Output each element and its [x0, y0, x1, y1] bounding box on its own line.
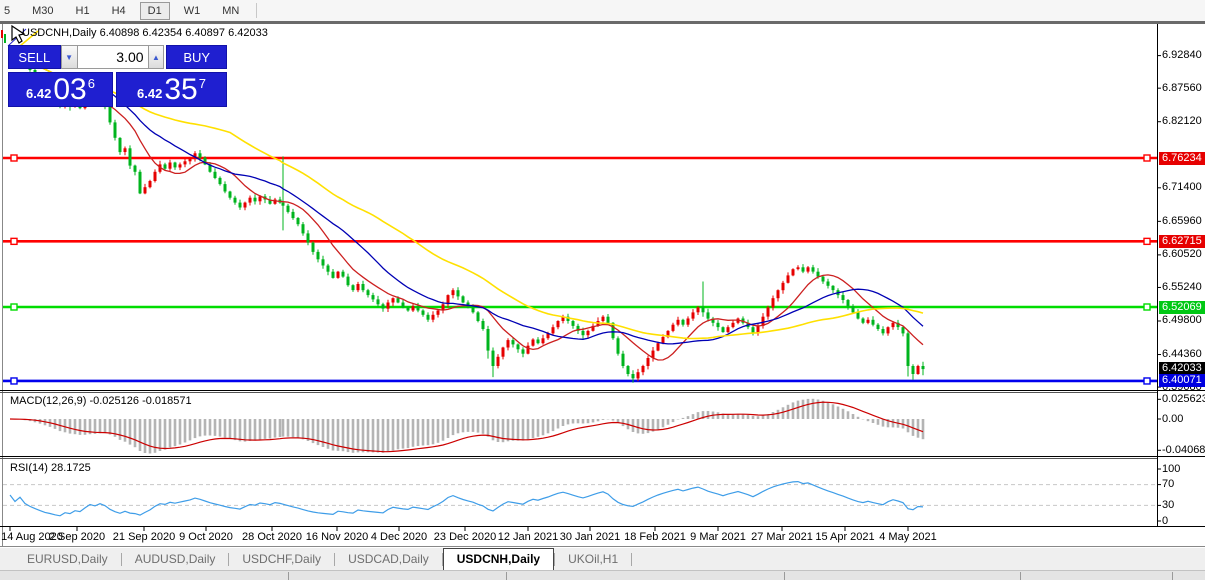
chart-tab-usdchf[interactable]: USDCHF,Daily: [242, 552, 322, 566]
buy-price-big: 35: [164, 73, 198, 106]
volume-decrease-button[interactable]: ▼: [60, 45, 78, 69]
date-axis-label: 12 Jan 2021: [497, 531, 559, 543]
axis-label: 6.71400: [1162, 181, 1202, 194]
timeframe-button-m30[interactable]: M30: [32, 4, 54, 17]
one-click-trading-panel: SELL ▼ ▲ BUY 6.42 03 6 6.42 35 7: [8, 45, 227, 107]
buy-price-prefix: 6.42: [137, 86, 163, 101]
axis-label: -0.04068: [1162, 443, 1205, 456]
date-axis-label: 21 Sep 2020: [112, 531, 176, 543]
chart-tab-bar: EURUSD,Daily AUDUSD,Daily USDCHF,Daily USDC…: [0, 548, 1205, 570]
moving-average-20: [9, 57, 924, 345]
macd-signal-line: [9, 401, 924, 453]
macd-label: MACD(12,26,9) -0.025126 -0.018571: [10, 395, 192, 407]
timeframe-button-w1[interactable]: W1: [183, 4, 201, 17]
timeframe-button-mn[interactable]: MN: [222, 4, 240, 17]
axis-label: 6.87560: [1162, 81, 1202, 94]
candlestick-series: [8, 55, 925, 383]
strip-tick: [784, 572, 785, 580]
chart-tab-audusd[interactable]: AUDUSD,Daily: [134, 552, 216, 566]
buy-price-button[interactable]: 6.42 35 7: [116, 72, 227, 107]
tab-separator: [228, 552, 230, 566]
date-axis-label: 16 Nov 2020: [305, 531, 369, 543]
panel-borders: [0, 24, 1205, 547]
timeframe-button-h1[interactable]: H1: [75, 4, 90, 17]
horizontal-line-objects[interactable]: [3, 154, 1157, 385]
axis-label: 6.60520: [1162, 248, 1202, 261]
date-axis-label: 30 Jan 2021: [559, 531, 621, 543]
moving-average-45: [9, 56, 924, 340]
axis-label: 0: [1162, 514, 1169, 527]
date-axis-label: 27 Mar 2021: [751, 531, 813, 543]
buy-button[interactable]: BUY: [166, 45, 227, 69]
timeframe-toolbar: 5 M30 H1 H4 D1 W1 MN: [0, 0, 1205, 21]
sell-price-prefix: 6.42: [26, 86, 52, 101]
tab-separator: [554, 552, 556, 566]
tab-separator: [120, 552, 122, 566]
volume-input[interactable]: [77, 45, 148, 69]
toolbar-separator: [256, 3, 258, 18]
chart-tab-ukoil[interactable]: UKOil,H1: [568, 552, 619, 566]
timeframe-button-h4[interactable]: H4: [111, 4, 126, 17]
date-axis-label: 9 Oct 2020: [179, 531, 233, 543]
axis-label: 0.025623: [1162, 392, 1205, 405]
chart-tab-usdcnh[interactable]: USDCNH,Daily: [442, 548, 555, 570]
strip-tick: [1172, 572, 1173, 580]
price-tag: 6.52069: [1159, 300, 1205, 314]
tab-separator: [334, 552, 336, 566]
axis-label: 70: [1162, 478, 1175, 491]
moving-average-10: [9, 57, 924, 361]
axis-label: 6.92840: [1162, 49, 1202, 62]
price-tag: 6.76234: [1159, 151, 1205, 165]
date-axis-label: 4 Dec 2020: [370, 531, 428, 543]
tab-separator: [441, 552, 443, 566]
date-axis-label: 15 Apr 2021: [815, 531, 875, 543]
chart-title: USDCNH,Daily 6.40898 6.42354 6.40897 6.4…: [22, 27, 268, 39]
sell-price-button[interactable]: 6.42 03 6: [8, 72, 113, 107]
axis-label: 6.55240: [1162, 280, 1202, 293]
rsi-levels: [3, 484, 1157, 506]
tab-separator: [631, 552, 633, 566]
sell-price-pip: 6: [87, 76, 95, 91]
axis-label: 0.00: [1162, 412, 1184, 425]
status-strip: [0, 570, 1205, 580]
strip-tick: [506, 572, 507, 580]
timeframe-button-d1[interactable]: D1: [139, 1, 170, 20]
axis-label: 100: [1162, 462, 1181, 475]
axis-ticks: [9, 55, 1161, 531]
timeframe-button-5[interactable]: 5: [4, 4, 11, 17]
cursor-arrow-icon: [1, 24, 39, 47]
chart-tab-eurusd[interactable]: EURUSD,Daily: [27, 552, 108, 566]
window-border: [0, 21, 1205, 24]
axis-label: 6.65960: [1162, 214, 1202, 227]
rsi-label: RSI(14) 28.1725: [10, 462, 91, 474]
chart-tab-usdcad[interactable]: USDCAD,Daily: [348, 552, 429, 566]
date-axis-label: 14 Aug 2020: [1, 531, 63, 543]
date-axis-label: 28 Oct 2020: [242, 531, 302, 543]
rsi-line: [9, 480, 924, 517]
date-axis-label: 23 Dec 2020: [433, 531, 497, 543]
buy-price-pip: 7: [198, 76, 206, 91]
axis-label: 30: [1162, 498, 1175, 511]
date-axis-label: 9 Mar 2021: [690, 531, 746, 543]
sell-price-big: 03: [53, 73, 87, 106]
date-axis-label: 2 Sep 2020: [48, 531, 106, 543]
axis-label: 6.49800: [1162, 314, 1202, 327]
price-tag: 6.42033: [1159, 362, 1205, 376]
strip-tick: [1020, 572, 1021, 580]
date-axis-label: 18 Feb 2021: [624, 531, 686, 543]
price-tag: 6.62715: [1159, 234, 1205, 248]
date-axis-label: 4 May 2021: [879, 531, 937, 543]
axis-label: 6.82120: [1162, 115, 1202, 128]
strip-tick: [288, 572, 289, 580]
axis-label: 6.44360: [1162, 348, 1202, 361]
volume-increase-button[interactable]: ▲: [147, 45, 165, 69]
price-tag: 6.40071: [1159, 374, 1205, 388]
sell-button[interactable]: SELL: [8, 45, 61, 69]
